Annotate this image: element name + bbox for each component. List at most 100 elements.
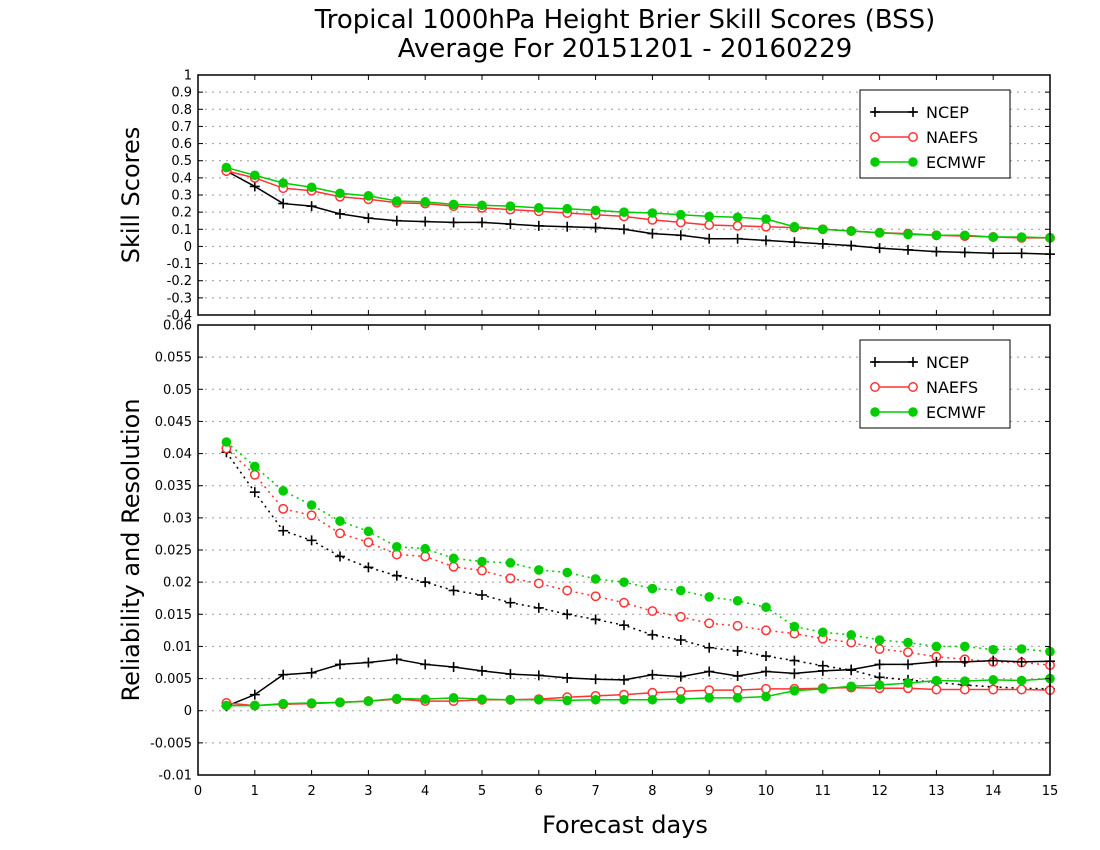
data-point-naefs-resolution [335,528,345,539]
data-point-ncep-reliability [562,672,573,683]
data-point-ecmwf-reliability [477,694,487,704]
x-tick-label: 5 [478,784,486,799]
data-point-ecmwf-resolution [874,635,885,645]
data-point-ncep [249,181,260,192]
data-point-ecmwf-reliability [590,694,601,705]
x-tick-label: 3 [364,784,372,799]
data-point-naefs-resolution [903,647,913,658]
y-tick-label: 0.1 [171,223,192,238]
data-point-ncep-resolution [789,655,800,666]
data-point-ncep-reliability [732,671,743,681]
data-point-ecmwf-reliability [676,694,686,704]
y-tick-label: 0.045 [155,415,192,430]
data-point-ncep-reliability [505,669,516,680]
data-point-ncep-resolution [363,562,374,573]
data-point-naefs-resolution [533,578,544,589]
data-point-ecmwf-resolution [477,556,487,567]
x-tick-label: 14 [985,784,1002,799]
data-point-ecmwf-resolution [335,516,345,526]
x-tick-label: 0 [194,784,202,799]
chart-title: Tropical 1000hPa Height Brier Skill Scor… [314,5,936,35]
data-point-ecmwf-resolution [931,641,942,652]
data-point-ncep [335,208,345,219]
data-point-ncep-reliability [363,657,374,668]
data-point-ecmwf [789,221,800,232]
y-tick-label: -0.005 [150,736,192,751]
data-point-ncep-resolution [590,614,601,625]
data-point-ecmwf [619,207,629,217]
data-point-ncep [306,201,317,212]
data-point-ncep-reliability [249,689,260,700]
data-point-ecmwf-resolution [761,602,771,613]
data-point-ecmwf [590,205,601,216]
data-point-ncep [363,213,374,224]
data-point-naefs-reliability [931,684,942,695]
data-point-ecmwf-resolution [534,565,544,575]
data-point-ecmwf [448,199,459,210]
data-point-ecmwf [988,232,998,242]
data-point-ncep-resolution [675,635,686,645]
data-point-ncep [732,233,743,244]
y-tick-label: 0.055 [155,351,192,366]
data-point-ncep-reliability [846,664,857,675]
data-point-ncep-reliability [817,665,828,676]
data-point-ecmwf [1016,232,1027,242]
data-point-ecmwf-resolution [448,553,459,564]
bottom-panel-legend-box [859,339,1011,429]
chart-subtitle: Average For 20151201 - 20160229 [398,34,853,64]
data-point-ncep-reliability [420,659,431,670]
x-axis-label: Forecast days [542,811,708,839]
data-point-naefs-resolution [505,573,516,584]
data-point-ncep [647,228,658,239]
y-tick-label: -0.01 [158,769,192,784]
legend-label-ncep: NCEP [926,103,969,122]
y-tick-label: 0.7 [171,120,192,135]
data-point-naefs-reliability [988,684,999,695]
legend-label-ecmwf: ECMWF [926,403,986,422]
x-tick-label: 2 [307,784,315,799]
y-tick-label: 0.5 [171,154,192,169]
data-point-ecmwf-reliability [647,694,658,705]
data-point-ecmwf-reliability [619,694,629,705]
y-tick-label: -0.1 [167,257,192,272]
data-point-naefs-resolution [647,606,658,617]
x-tick-label: 15 [1042,784,1059,799]
y-tick-label: 0 [184,240,192,255]
top-panel-y-axis: -0.4 -0.3 -0.2 -0.1 0 0.1 0.2 0.3 0.4 0.5 0.6 0.7 0.… [167,69,1051,324]
data-point-ecmwf [818,224,828,235]
data-point-naefs-resolution [448,561,459,572]
data-point-ncep-reliability [306,667,317,678]
data-point-ncep [846,240,857,251]
y-tick-label: 0.3 [171,189,192,204]
series-line-ncep-resolution [225,451,1051,690]
data-point-ecmwf [761,214,771,224]
data-point-ncep [391,215,402,226]
data-point-ecmwf [647,208,658,218]
data-point-ncep-reliability [590,674,601,685]
x-tick-label: 11 [815,784,832,799]
data-point-ecmwf [562,203,572,214]
data-point-ncep [420,216,431,227]
data-point-ecmwf-reliability [960,676,970,686]
x-tick-label: 12 [871,784,888,799]
data-point-ncep-reliability [874,659,885,670]
y-tick-label: 0.04 [163,447,192,462]
data-point-ncep [789,237,800,248]
data-point-ncep-resolution [278,525,289,536]
legend-marker-ncep [870,357,880,367]
bottom-panel-series [221,437,1055,712]
legend-marker-naefs [908,382,918,392]
series-line-naefs-resolution [225,447,1051,666]
data-point-ecmwf-resolution [988,644,998,655]
data-point-ecmwf [420,197,431,207]
legend-marker-ncep [870,107,880,117]
data-point-ecmwf-resolution [306,500,317,510]
legend-marker-ecmwf [870,407,880,417]
data-point-ncep [533,220,544,231]
data-point-ncep [931,246,942,257]
data-point-ecmwf-resolution [789,621,800,632]
data-point-ncep [675,230,686,241]
data-point-ecmwf-reliability [505,694,516,705]
data-point-ecmwf-resolution [647,583,658,594]
data-point-ecmwf [306,182,317,193]
